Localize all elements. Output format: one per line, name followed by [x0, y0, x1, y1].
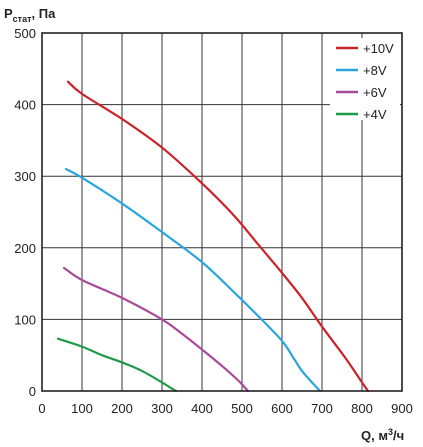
series-line-4v	[56, 337, 178, 393]
series-line-8v	[64, 167, 322, 393]
x-tick-label: 600	[271, 401, 293, 416]
y-axis-title: Pстат, Па	[4, 6, 56, 24]
y-tick-label: 300	[14, 169, 36, 184]
series-lines	[56, 80, 370, 393]
x-axis-title-sup: 3	[388, 427, 393, 437]
legend-label-4v: +4V	[363, 107, 387, 122]
y-tick-label: 200	[14, 241, 36, 256]
tick-labels: 0 100 200 300 400 500 600 700 800 900 0 100 200 300 40…	[14, 26, 413, 416]
y-tick-label: 500	[14, 26, 36, 41]
y-axis-title-main: P	[4, 6, 13, 21]
x-axis-title-unit: /ч	[393, 428, 404, 443]
y-tick-label: 100	[14, 312, 36, 327]
legend-label-6v: +6V	[363, 85, 387, 100]
plot-frame	[41, 32, 403, 392]
legend-background	[330, 38, 400, 120]
x-tick-label: 200	[111, 401, 133, 416]
x-tick-label: 500	[231, 401, 253, 416]
x-tick-label: 800	[351, 401, 373, 416]
legend-label-8v: +8V	[363, 63, 387, 78]
y-axis-title-sub: стат	[13, 14, 32, 24]
x-tick-label: 300	[151, 401, 173, 416]
series-line-10v	[66, 80, 370, 393]
legend: +10V +8V +6V +4V	[330, 38, 400, 122]
x-axis-title-main: Q, м	[361, 428, 388, 443]
x-tick-label: 900	[391, 401, 413, 416]
x-tick-label: 0	[38, 401, 45, 416]
y-tick-label: 400	[14, 98, 36, 113]
series-line-6v	[62, 266, 250, 393]
x-axis-title: Q, м3/ч	[361, 427, 404, 443]
x-tick-label: 700	[311, 401, 333, 416]
legend-label-10v: +10V	[363, 41, 394, 56]
y-axis-title-unit: , Па	[32, 6, 57, 21]
x-tick-label: 400	[191, 401, 213, 416]
x-tick-label: 100	[71, 401, 93, 416]
y-tick-label: 0	[29, 384, 36, 399]
